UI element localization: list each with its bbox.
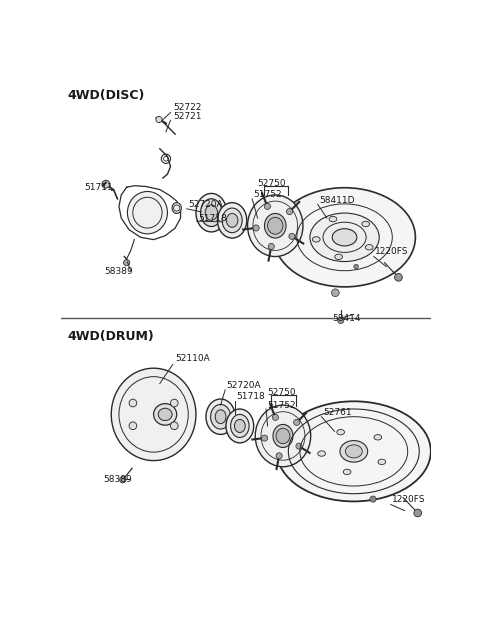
- Ellipse shape: [362, 221, 370, 227]
- Circle shape: [370, 496, 376, 502]
- Ellipse shape: [230, 415, 249, 437]
- Circle shape: [414, 509, 421, 517]
- Circle shape: [102, 180, 110, 188]
- Ellipse shape: [217, 203, 247, 238]
- Ellipse shape: [312, 237, 320, 242]
- Circle shape: [253, 225, 259, 231]
- Ellipse shape: [227, 214, 238, 227]
- Ellipse shape: [267, 217, 283, 234]
- Ellipse shape: [343, 469, 351, 474]
- Text: 52750: 52750: [267, 388, 296, 398]
- Circle shape: [120, 477, 126, 483]
- Circle shape: [296, 443, 302, 449]
- Circle shape: [289, 233, 295, 239]
- Ellipse shape: [215, 410, 226, 423]
- Ellipse shape: [234, 420, 245, 433]
- Ellipse shape: [201, 199, 222, 227]
- Ellipse shape: [310, 213, 379, 261]
- Ellipse shape: [226, 409, 254, 443]
- Text: 52110A: 52110A: [175, 353, 210, 363]
- Ellipse shape: [222, 208, 242, 232]
- Ellipse shape: [274, 188, 415, 287]
- Text: 58389: 58389: [104, 268, 133, 277]
- Ellipse shape: [337, 430, 345, 435]
- Ellipse shape: [276, 428, 290, 444]
- Text: 51718: 51718: [237, 392, 265, 401]
- Circle shape: [123, 260, 130, 266]
- Text: 52722: 52722: [173, 103, 201, 112]
- Ellipse shape: [277, 401, 431, 501]
- Circle shape: [156, 117, 162, 123]
- Circle shape: [262, 435, 268, 441]
- Circle shape: [354, 264, 359, 269]
- Ellipse shape: [374, 435, 382, 440]
- Text: 51752: 51752: [254, 190, 282, 200]
- Ellipse shape: [154, 404, 177, 425]
- Ellipse shape: [248, 195, 303, 256]
- Text: 52721: 52721: [173, 112, 201, 121]
- Circle shape: [264, 203, 271, 210]
- Circle shape: [272, 415, 278, 420]
- Ellipse shape: [378, 459, 385, 464]
- Ellipse shape: [111, 368, 196, 461]
- Ellipse shape: [158, 408, 172, 421]
- Circle shape: [332, 289, 339, 297]
- Circle shape: [395, 273, 402, 281]
- Text: 52750: 52750: [258, 179, 286, 188]
- Ellipse shape: [365, 244, 373, 250]
- Ellipse shape: [264, 214, 286, 238]
- Circle shape: [337, 318, 344, 324]
- Ellipse shape: [340, 440, 368, 462]
- Ellipse shape: [172, 203, 181, 214]
- Text: 52761: 52761: [323, 408, 352, 417]
- Text: 51752: 51752: [267, 401, 296, 410]
- Text: 58414: 58414: [332, 314, 361, 323]
- Ellipse shape: [127, 192, 168, 234]
- Text: 51711: 51711: [84, 183, 113, 192]
- Text: 1220FS: 1220FS: [392, 495, 426, 503]
- Ellipse shape: [345, 445, 362, 458]
- Text: 4WD(DISC): 4WD(DISC): [67, 89, 145, 103]
- Circle shape: [129, 422, 137, 430]
- Text: 4WD(DRUM): 4WD(DRUM): [67, 329, 154, 343]
- Circle shape: [287, 209, 293, 215]
- Ellipse shape: [206, 399, 235, 435]
- Ellipse shape: [205, 205, 217, 220]
- Text: 1220FS: 1220FS: [375, 247, 409, 256]
- Text: 51718: 51718: [198, 214, 227, 222]
- Text: 58411D: 58411D: [319, 196, 355, 205]
- Circle shape: [129, 399, 137, 407]
- Ellipse shape: [332, 229, 357, 246]
- Ellipse shape: [335, 254, 343, 260]
- Ellipse shape: [273, 425, 293, 447]
- Text: 52720A: 52720A: [188, 200, 223, 209]
- Ellipse shape: [318, 451, 325, 456]
- Circle shape: [170, 422, 178, 430]
- Ellipse shape: [255, 405, 311, 467]
- Circle shape: [294, 420, 300, 425]
- Circle shape: [170, 399, 178, 407]
- Circle shape: [268, 243, 275, 249]
- Ellipse shape: [196, 193, 227, 232]
- Ellipse shape: [211, 404, 230, 429]
- Text: 58389: 58389: [104, 476, 132, 484]
- Text: 52720A: 52720A: [227, 381, 262, 391]
- Ellipse shape: [329, 216, 337, 222]
- Circle shape: [276, 453, 282, 459]
